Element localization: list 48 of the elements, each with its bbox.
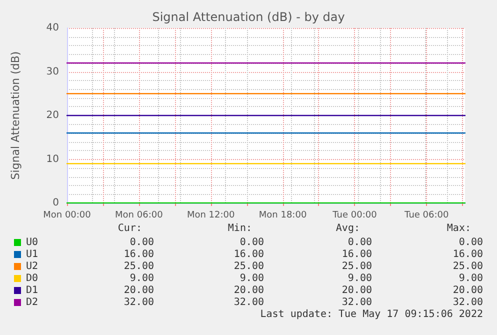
text: 25.00	[342, 261, 372, 273]
y-tick-label: 10	[46, 154, 59, 165]
legend-label: D1	[26, 285, 38, 297]
text: 16.00	[342, 249, 372, 261]
legend-label: D0	[26, 273, 38, 285]
text: 32.00	[124, 297, 154, 309]
legend-label: D2	[26, 297, 38, 309]
y-tick-label: 20	[46, 110, 59, 121]
text: Avg:	[336, 223, 360, 235]
text: 0.00	[348, 237, 372, 249]
text: 0.00	[240, 237, 264, 249]
text: 16.00	[234, 249, 264, 261]
text: 20.00	[234, 285, 264, 297]
text: Min:	[228, 223, 252, 235]
text: 16.00	[124, 249, 154, 261]
text: Last update: Tue May 17 09:15:06 2022	[260, 309, 483, 321]
text: 20.00	[124, 285, 154, 297]
text: 16.00	[452, 249, 483, 261]
text: 9.00	[130, 273, 154, 285]
text: 0.00	[458, 237, 483, 249]
legend-label: U1	[26, 249, 38, 261]
text: 20.00	[342, 285, 372, 297]
text: 25.00	[452, 261, 483, 273]
text: Cur:	[118, 223, 142, 235]
y-tick-label: 30	[46, 66, 59, 78]
text: 0.00	[130, 237, 154, 249]
text: 9.00	[240, 273, 264, 285]
text: 20.00	[452, 285, 483, 297]
x-tick-label: Mon 06:00	[115, 210, 164, 220]
x-tick-label: Tue 06:00	[404, 210, 449, 220]
legend-label: U2	[26, 261, 38, 273]
x-tick-label: Mon 18:00	[258, 210, 307, 220]
text: 25.00	[234, 261, 264, 273]
text: 32.00	[234, 297, 264, 309]
text: 9.00	[348, 273, 372, 285]
y-tick-label: 0	[52, 198, 59, 208]
x-tick-label: Tue 00:00	[332, 210, 378, 220]
legend-label: U0	[26, 237, 38, 249]
text: 9.00	[458, 273, 483, 285]
y-axis-title: Signal Attenuation (dB)	[9, 51, 22, 180]
text: 32.00	[342, 297, 372, 309]
y-tick-label: 40	[46, 22, 59, 34]
text: 32.00	[452, 297, 483, 309]
text: Max:	[446, 223, 471, 235]
x-tick-label: Mon 12:00	[186, 210, 236, 220]
x-tick-label: Mon 00:00	[43, 210, 92, 220]
text: 25.00	[124, 261, 154, 273]
chart-title: Signal Attenuation (dB) - by day	[152, 10, 345, 24]
